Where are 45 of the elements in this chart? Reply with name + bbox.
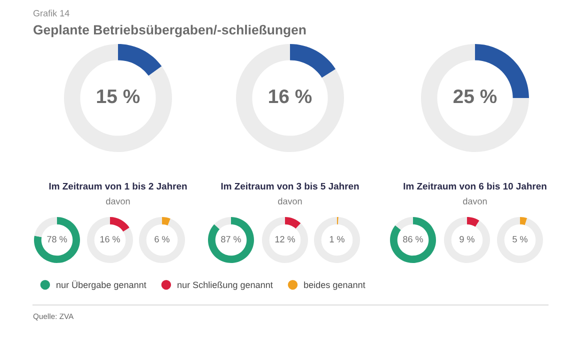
text: Grafik 14 bbox=[33, 10, 70, 16]
data-label: 6 % bbox=[154, 236, 170, 242]
data-label: 15 % bbox=[97, 90, 140, 104]
donut-slice bbox=[118, 44, 162, 76]
donut-slice bbox=[520, 217, 528, 226]
text: davon bbox=[278, 198, 302, 204]
donut-slice bbox=[285, 217, 301, 229]
donut-slice bbox=[34, 217, 57, 238]
donut-slice bbox=[262, 217, 308, 263]
data-label: 1 % bbox=[330, 236, 344, 242]
data-label: 86 % bbox=[403, 236, 423, 242]
donut-slice bbox=[162, 217, 170, 226]
legend-label: nur Übergabe genannt bbox=[56, 280, 146, 290]
data-label: 9 % bbox=[460, 236, 474, 242]
donut-slice bbox=[214, 217, 231, 230]
donut-slice bbox=[87, 217, 133, 263]
donut-slice bbox=[110, 217, 130, 232]
donut-slice bbox=[444, 217, 490, 263]
donut-slice bbox=[208, 217, 254, 263]
data-label: 78 % bbox=[47, 236, 67, 242]
data-label: 12 % bbox=[275, 236, 295, 242]
text: Im Zeitraum von 1 bis 2 Jahren bbox=[49, 182, 187, 190]
donut-slice bbox=[421, 44, 529, 152]
donut-slice bbox=[34, 217, 80, 263]
chart-title: Geplante Betriebsübergaben/-schließungen bbox=[34, 24, 306, 38]
data-label: 25 % bbox=[454, 89, 497, 104]
data-label: 87 % bbox=[221, 236, 241, 242]
donut-slice bbox=[290, 44, 336, 78]
donut-slice bbox=[390, 217, 436, 263]
legend-label: beides genannt bbox=[304, 281, 366, 290]
donut-slice bbox=[467, 217, 480, 227]
text: davon bbox=[463, 198, 487, 204]
donut-slice bbox=[236, 44, 344, 152]
donut-slice bbox=[395, 217, 413, 230]
data-label: 16 % bbox=[269, 89, 312, 104]
donut-slice bbox=[314, 217, 360, 263]
data-label: 5 % bbox=[512, 236, 528, 242]
donut-slice bbox=[64, 44, 172, 152]
legend-label: nur Schließung genannt bbox=[178, 281, 273, 290]
donut-slice bbox=[139, 217, 185, 263]
text: davon bbox=[106, 198, 130, 204]
donut-slice bbox=[497, 217, 543, 263]
data-label: 16 % bbox=[100, 236, 120, 242]
text: Im Zeitraum von 3 bis 5 Jahren bbox=[221, 182, 359, 190]
text: Im Zeitraum von 6 bis 10 Jahren bbox=[404, 182, 546, 190]
